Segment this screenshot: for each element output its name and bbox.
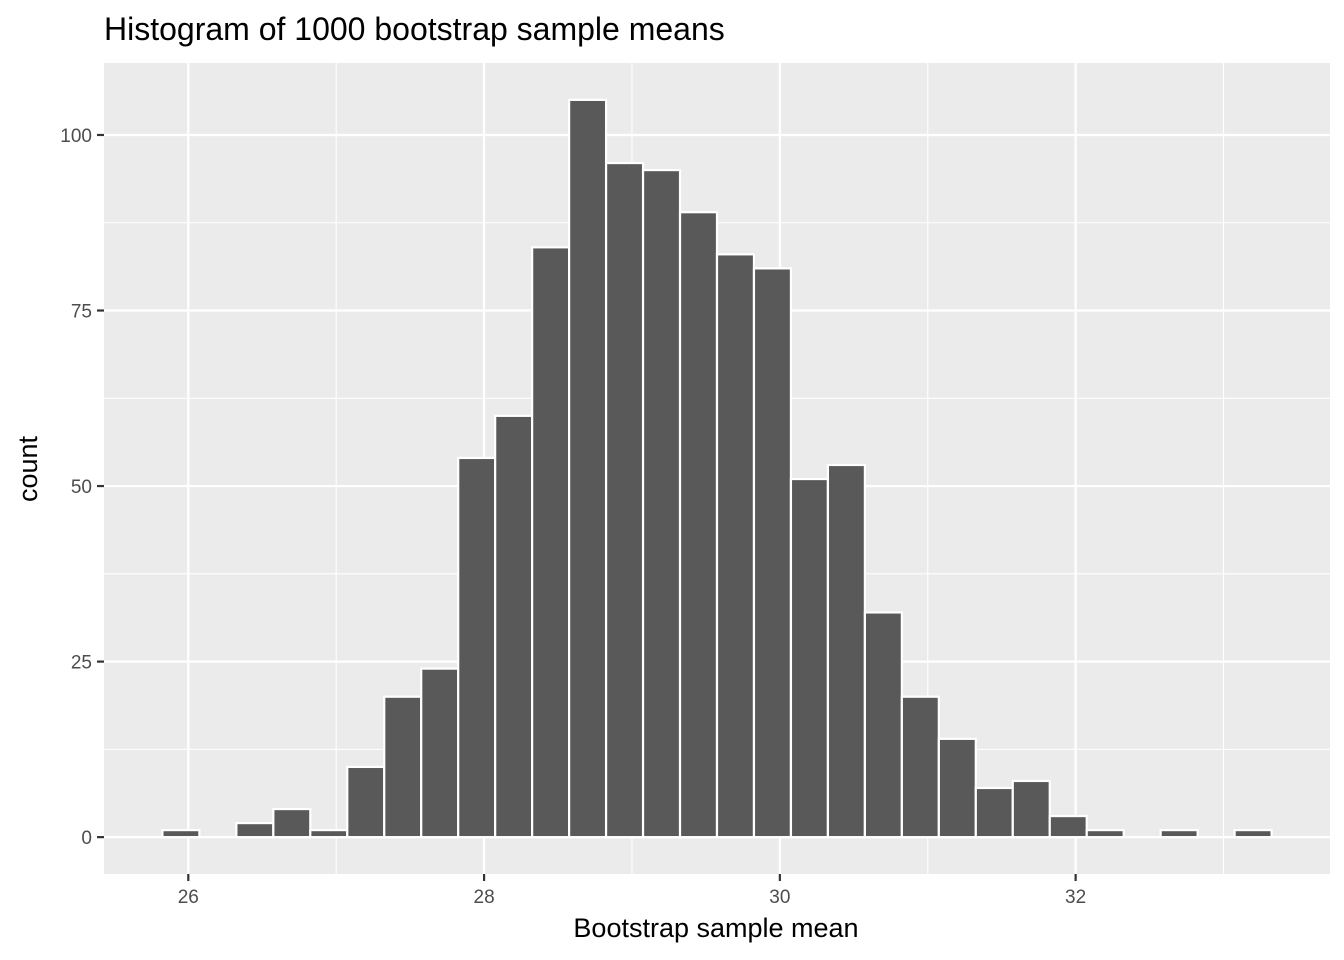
histogram-bar [937,737,977,839]
histogram-bar [826,463,866,839]
histogram-bar [346,765,386,839]
histogram-bar [678,211,719,839]
histogram-bar [1085,829,1125,839]
y-axis: 0 25 50 75 100 [60,126,104,849]
histogram-bars [161,98,1273,839]
histogram-bar [235,821,275,839]
chart-title: Histogram of 1000 bootstrap sample means [104,11,725,47]
histogram-bar [974,786,1014,839]
x-tick-label: 32 [1065,887,1086,908]
y-tick-label: 0 [81,828,92,849]
histogram-bar [752,267,793,839]
histogram-bar [161,829,201,839]
x-axis-title: Bootstrap sample mean [573,913,858,943]
histogram-bar [457,456,497,839]
y-tick-label: 25 [71,653,92,674]
histogram-bar [420,667,460,839]
y-tick-label: 75 [71,302,92,323]
histogram-bar [863,611,903,839]
y-axis-title: count [13,435,43,502]
histogram-bar [1011,779,1051,839]
y-tick-label: 100 [60,126,92,147]
histogram-bar [383,695,423,839]
x-tick-label: 30 [769,887,790,908]
histogram-bar [641,168,682,839]
histogram-bar [494,414,534,839]
x-axis: 26 28 30 32 [178,874,1086,908]
histogram-bar [309,829,349,839]
histogram-bar [1048,814,1088,839]
plot-area [104,63,1330,874]
histogram-bar [789,477,830,839]
histogram-bar [1233,829,1273,839]
y-tick-label: 50 [71,477,92,498]
histogram-bar [715,253,756,839]
histogram-bar [604,161,645,839]
histogram-bar [900,695,940,839]
histogram-bar [568,98,608,839]
x-tick-label: 26 [178,887,199,908]
x-tick-label: 28 [474,887,495,908]
histogram-bar [1159,829,1199,839]
histogram-bar [272,807,312,839]
histogram-bar [531,246,571,839]
